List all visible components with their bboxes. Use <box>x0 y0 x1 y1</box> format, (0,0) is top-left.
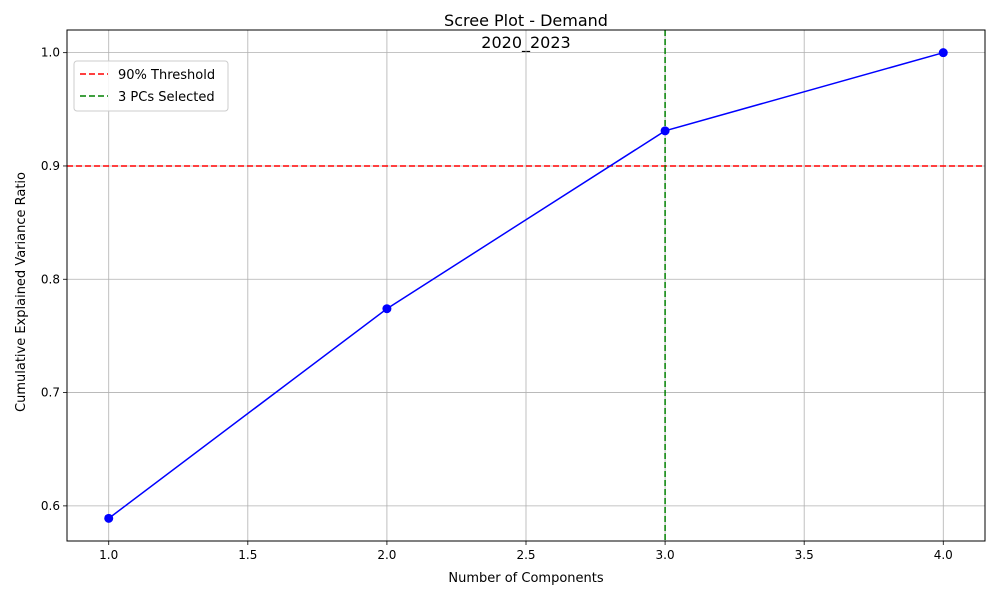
chart-title-line-1: Scree Plot - Demand <box>444 11 608 30</box>
data-point <box>382 304 392 314</box>
y-tick-label: 0.6 <box>41 499 60 513</box>
y-axis-ticks: 0.6 0.7 0.8 0.9 1.0 <box>41 46 67 513</box>
y-tick-label: 0.8 <box>41 272 60 286</box>
series-line <box>108 51 944 519</box>
legend-label-selected: 3 PCs Selected <box>118 90 215 105</box>
data-point <box>938 48 948 58</box>
x-tick-label: 2.5 <box>516 548 535 562</box>
data-series <box>104 48 948 523</box>
data-point <box>104 513 114 523</box>
x-axis-label: Number of Components <box>448 571 603 586</box>
x-tick-label: 4.0 <box>934 548 953 562</box>
x-tick-label: 3.0 <box>656 548 675 562</box>
legend-box <box>73 60 229 112</box>
data-point <box>660 126 670 136</box>
x-axis-ticks: 1.0 1.5 2.0 2.5 3.0 3.5 4.0 <box>99 541 953 562</box>
x-tick-label: 1.0 <box>99 548 118 562</box>
legend-label-threshold: 90% Threshold <box>118 68 215 83</box>
reference-lines <box>67 30 985 541</box>
x-tick-label: 3.5 <box>795 548 814 562</box>
x-tick-label: 2.0 <box>377 548 396 562</box>
legend: 90% Threshold 3 PCs Selected <box>73 60 229 112</box>
y-tick-label: 0.9 <box>41 159 60 173</box>
x-tick-label: 1.5 <box>238 548 257 562</box>
y-axis-label: Cumulative Explained Variance Ratio <box>14 172 29 412</box>
y-tick-label: 0.7 <box>41 386 60 400</box>
y-tick-label: 1.0 <box>41 46 60 60</box>
